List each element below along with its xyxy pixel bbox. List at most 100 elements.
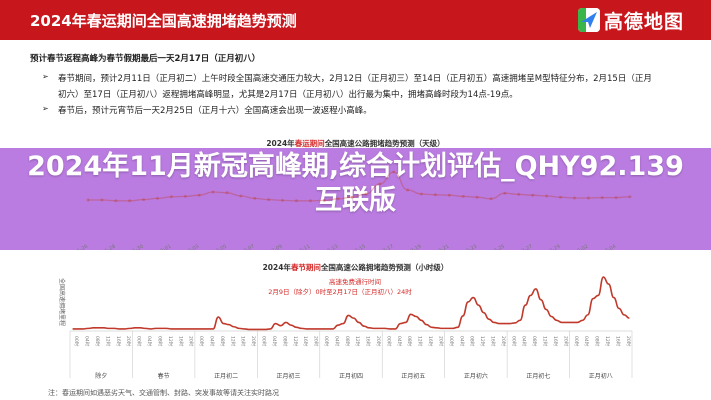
day-label: 正月初四 <box>339 372 363 380</box>
x-tick-label: 2024-02-27 <box>506 244 534 250</box>
hour-tick-label: 00时 <box>510 336 517 347</box>
hour-tick-label: 08时 <box>344 336 351 347</box>
x-tick-label: 2024-01-28 <box>89 244 117 250</box>
x-tick-label: 2024-02-15 <box>339 244 367 250</box>
logo-text: 高德地图 <box>604 10 685 33</box>
day-label: 正月初七 <box>526 372 550 380</box>
hour-tick-label: 12时 <box>292 336 299 347</box>
hour-tick-label: 12时 <box>542 336 549 347</box>
daily-data-point <box>614 196 618 200</box>
hour-tick-label: 12时 <box>417 336 424 347</box>
arrow-bullet-icon: ➢ <box>42 72 49 81</box>
hour-tick-label: 08时 <box>594 336 601 347</box>
daily-data-point <box>267 198 271 202</box>
daily-data-point <box>586 196 590 200</box>
hour-tick-label: 12时 <box>104 336 111 347</box>
hour-tick-label: 04时 <box>458 336 465 347</box>
hour-tick-label: 12时 <box>354 336 361 347</box>
daily-data-point <box>489 197 493 201</box>
hour-tick-label: 00时 <box>198 336 205 347</box>
daily-data-point <box>433 193 437 197</box>
daily-data-point <box>420 192 424 196</box>
hour-tick-label: 08时 <box>156 336 163 347</box>
x-tick-label: 2024-02-01 <box>144 244 172 250</box>
hour-tick-label: 16时 <box>552 336 559 347</box>
page-title: 2024年春运期间全国高速拥堵趋势预测 <box>30 12 297 30</box>
daily-data-point <box>308 199 312 203</box>
hour-tick-label: 12时 <box>604 336 611 347</box>
daily-chart-title: 2024年春运期间全国高速公路拥堵趋势预测（天级） <box>0 138 711 149</box>
x-tick-label: 2024-02-19 <box>394 244 422 250</box>
hour-tick-label: 08时 <box>219 336 226 347</box>
daily-data-point <box>461 194 465 198</box>
x-tick-label: 2024-02-05 <box>200 244 228 250</box>
hour-tick-label: 04时 <box>396 336 403 347</box>
daily-data-point <box>545 194 549 198</box>
title-highlight: 春运期间 <box>294 139 325 148</box>
bullet-2: 春节后，预计元宵节后一天2月25日（正月十六）全国高速会出现一波返程小高峰。 <box>58 106 372 116</box>
hour-tick-label: 16时 <box>614 336 621 347</box>
footnote: 注：春运期间如遇恶劣天气、交通管制、封路、突发事故等请关注实时路况 <box>48 389 279 397</box>
title-part: 2024年 <box>262 263 291 272</box>
daily-data-point <box>253 196 257 200</box>
hour-tick-label: 00时 <box>448 336 455 347</box>
hour-tick-label: 20时 <box>250 336 257 347</box>
hour-tick-label: 20时 <box>375 336 382 347</box>
day-label: 正月初二 <box>214 372 238 380</box>
daily-data-point <box>322 198 326 202</box>
daily-data-point <box>294 199 298 203</box>
daily-data-point <box>364 192 368 196</box>
hour-tick-label: 04时 <box>146 336 153 347</box>
daily-data-point <box>447 193 451 197</box>
hour-tick-label: 00时 <box>385 336 392 347</box>
x-tick-label: 2024-02-11 <box>283 244 311 250</box>
hour-tick-label: 04时 <box>521 336 528 347</box>
hour-tick-label: 08时 <box>531 336 538 347</box>
hour-tick-label: 04时 <box>209 336 216 347</box>
daily-data-point <box>336 197 340 201</box>
hour-tick-label: 08时 <box>94 336 101 347</box>
hour-tick-label: 20时 <box>500 336 507 347</box>
y-axis-label: 全国高速拥堵里程 <box>58 278 66 326</box>
x-tick-label: 2024-02-17 <box>367 244 395 250</box>
x-tick-label: 2024-02-07 <box>228 244 256 250</box>
hour-tick-label: 16时 <box>302 336 309 347</box>
arrow-bullet-icon: ➢ <box>42 104 49 113</box>
hour-tick-label: 20时 <box>562 336 569 347</box>
x-tick-label: 2024-03-04 <box>589 244 617 250</box>
daily-data-point <box>350 195 354 199</box>
daily-data-point <box>392 170 396 174</box>
x-tick-label: 2024-01-26 <box>61 244 89 250</box>
daily-data-point <box>100 198 104 202</box>
hourly-chart-title: 2024年春节期间全国高速公路拥堵趋势预测（小时级） <box>0 262 711 273</box>
x-tick-label: 2024-03-02 <box>561 244 589 250</box>
hourly-chart: 全国高速拥堵里程 高速免费通行时间2月9日（除夕）0时至2月17日（正月初八）24… <box>58 276 633 380</box>
hour-tick-label: 00时 <box>323 336 330 347</box>
daily-data-point <box>225 191 229 195</box>
daily-data-point <box>197 193 201 197</box>
x-tick-label: 2024-02-25 <box>478 244 506 250</box>
hour-tick-label: 00时 <box>573 336 580 347</box>
title-part: 2024年 <box>266 139 295 148</box>
x-tick-label: 2024-02-21 <box>422 244 450 250</box>
overlay-banner: 2024年11月新冠高峰期,综合计划评估_QHY92.139互联版 <box>0 148 711 250</box>
daily-data-point <box>128 199 132 203</box>
hour-tick-label: 16时 <box>427 336 434 347</box>
daily-series-line <box>88 171 631 202</box>
title-highlight: 春节期间 <box>290 263 321 272</box>
overlay-title: 2024年11月新冠高峰期,综合计划评估_QHY92.139互联版 <box>27 151 684 216</box>
hour-tick-label: 20时 <box>125 336 132 347</box>
hour-tick-label: 04时 <box>333 336 340 347</box>
lead-text: 预计春节返程高峰为春节假期最后一天2月17日（正月初八） <box>30 54 261 64</box>
hour-tick-label: 16时 <box>240 336 247 347</box>
daily-data-point <box>114 199 118 203</box>
x-tick-label: 2024-02-13 <box>311 244 339 250</box>
daily-data-point <box>183 194 187 198</box>
day-label: 正月初六 <box>464 372 488 380</box>
hour-tick-label: 20时 <box>437 336 444 347</box>
hour-tick-label: 04时 <box>271 336 278 347</box>
hourly-series-line <box>72 276 630 331</box>
hour-tick-label: 20时 <box>188 336 195 347</box>
hour-tick-label: 04时 <box>583 336 590 347</box>
annotation-line-2: 2月9日（除夕）0时至2月17日（正月初八）24时 <box>268 287 412 296</box>
